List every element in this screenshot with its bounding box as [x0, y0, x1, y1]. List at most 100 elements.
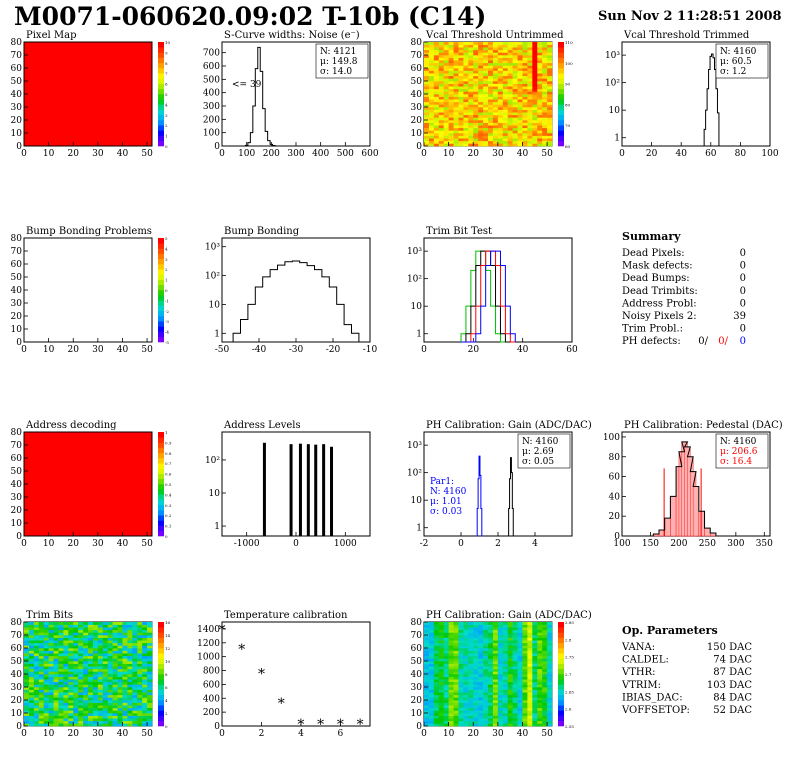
heatmap-cell — [512, 122, 518, 126]
palette-swatch — [158, 679, 164, 685]
heatmap-cell — [522, 622, 528, 625]
heatmap-cell — [424, 637, 430, 641]
heatmap-cell — [488, 57, 494, 61]
heatmap-cell — [63, 635, 69, 638]
heatmap-cell — [542, 88, 548, 92]
heatmap-cell — [127, 642, 133, 646]
heatmap-cell — [512, 679, 518, 683]
y-tick-label: 10² — [205, 456, 220, 466]
palette-swatch — [158, 684, 164, 690]
heatmap-cell — [517, 130, 523, 134]
heatmap-cell — [483, 107, 489, 110]
heatmap-cell — [537, 78, 543, 82]
palette-swatch — [158, 52, 164, 58]
block-label: Dead Trimbits: — [622, 286, 698, 297]
heatmap-cell — [522, 632, 528, 636]
heatmap-cell — [433, 112, 440, 116]
heatmap-cell — [142, 684, 148, 688]
heatmap-cell — [488, 627, 494, 631]
heatmap-cell — [424, 55, 430, 58]
heatmap-cell — [122, 650, 128, 654]
heatmap-cell — [433, 661, 440, 664]
heatmap-cell — [458, 635, 464, 638]
heatmap-cell — [547, 622, 553, 625]
heatmap-cell — [88, 624, 94, 628]
heatmap-cell — [517, 86, 523, 90]
heatmap-cell — [507, 57, 513, 61]
heatmap-cell — [28, 666, 35, 670]
heatmap-cell — [507, 96, 513, 100]
heatmap-cell — [522, 653, 528, 657]
heatmap-cell — [438, 629, 444, 633]
heatmap-cell — [458, 138, 464, 142]
heatmap-cell — [92, 718, 99, 722]
heatmap-cell — [473, 715, 479, 719]
heatmap-cell — [458, 49, 464, 53]
heatmap-cell — [38, 671, 44, 675]
heatmap-cell — [78, 694, 84, 698]
heatmap-cell — [132, 684, 138, 688]
heatmap-cell — [33, 715, 40, 719]
heatmap-cell — [78, 655, 84, 659]
heatmap-cell — [532, 645, 538, 649]
heatmap-cell — [473, 674, 479, 677]
heatmap-cell — [433, 94, 440, 97]
heatmap-cell — [458, 86, 464, 90]
x-tick-label: 50 — [141, 539, 153, 549]
heatmap-cell — [492, 676, 499, 680]
heatmap-cell — [122, 624, 128, 628]
heatmap-cell — [492, 689, 499, 693]
heatmap-cell — [132, 697, 138, 701]
heatmap-cell — [33, 663, 40, 667]
heatmap-cell — [517, 624, 523, 628]
heatmap-cell — [542, 681, 548, 685]
heatmap-cell — [542, 705, 548, 709]
heatmap-cell — [142, 627, 148, 631]
heatmap-cell — [502, 55, 508, 58]
heatmap-cell — [92, 674, 99, 677]
heatmap-cell — [24, 707, 30, 711]
heatmap-cell — [517, 687, 523, 690]
heatmap-cell — [438, 62, 444, 66]
heatmap-cell — [127, 684, 133, 688]
heatmap-cell — [483, 104, 489, 108]
heatmap-cell — [433, 705, 440, 709]
heatmap-cell — [112, 663, 118, 667]
y-tick-label: 10 — [411, 496, 423, 506]
heatmap-cell — [517, 681, 523, 685]
heatmap-cell — [502, 96, 508, 100]
heatmap-cell — [483, 705, 489, 709]
heatmap-cell — [58, 715, 64, 719]
heatmap-cell — [127, 627, 133, 631]
heatmap-cell — [63, 687, 69, 690]
block-title: Summary — [622, 230, 681, 243]
heatmap-cell — [522, 668, 528, 672]
heatmap-cell — [73, 689, 79, 693]
heatmap-cell — [443, 684, 449, 688]
heatmap-cell — [507, 62, 513, 66]
heatmap-cell — [492, 655, 499, 659]
y-tick-label: 20 — [11, 312, 23, 322]
heatmap-cell — [83, 684, 89, 688]
heatmap-cell — [492, 99, 499, 103]
heatmap-cell — [107, 627, 113, 631]
heatmap-cell — [502, 73, 508, 77]
heatmap-cell — [147, 720, 153, 724]
heatmap-cell — [453, 101, 459, 105]
heatmap-cell — [68, 637, 74, 641]
heatmap-cell — [137, 679, 143, 683]
heatmap-cell — [488, 70, 494, 74]
heatmap-cell — [147, 692, 153, 696]
palette-tick-label: 6 — [165, 82, 168, 87]
heatmap-cell — [473, 718, 479, 722]
heatmap-cell — [507, 622, 513, 625]
heatmap-cell — [428, 700, 435, 703]
heatmap-cell — [488, 658, 494, 662]
heatmap-cell — [502, 676, 508, 680]
heatmap-cell — [127, 697, 133, 701]
y-tick-label: 0 — [16, 532, 22, 542]
heatmap-cell — [68, 658, 74, 662]
palette-tick-label: -5 — [165, 340, 169, 345]
heatmap-cell — [127, 689, 133, 693]
